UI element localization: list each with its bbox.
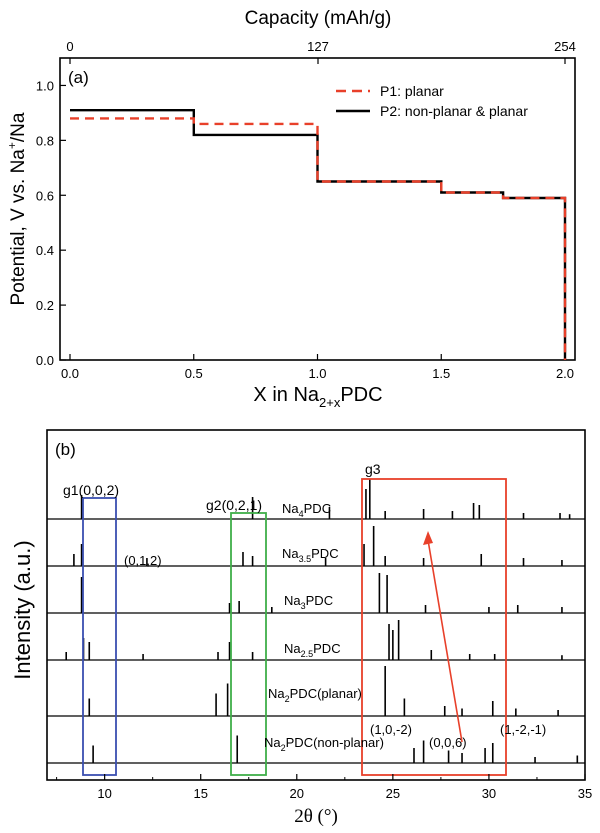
y-tick-label-a-4: 0.8: [36, 133, 54, 148]
x-tick-label-b-2: 20: [290, 786, 304, 801]
pattern-labels: Na4PDC Na3.5PDC Na3PDC Na2.5PDC Na2PDC(p…: [264, 501, 384, 753]
y-axis-title-a-main: Potential, V vs. Na: [8, 149, 29, 306]
top-tick-label-0: 0: [66, 39, 73, 54]
y-tick-label-a-1: 0.2: [36, 298, 54, 313]
y-tick-label-a-5: 1.0: [36, 78, 54, 93]
y-tick-label-a-3: 0.6: [36, 188, 54, 203]
y-axis-title-b: Intensity (a.u.): [10, 540, 35, 679]
box-g2: [230, 512, 267, 776]
pattern-4: [47, 666, 585, 717]
pattern-label-4: Na2PDC(planar): [268, 686, 362, 704]
series-line-p1: [70, 117, 567, 360]
x-tick-label-a-4: 2.0: [556, 366, 574, 381]
series-a: [70, 108, 567, 360]
top-tick-marks: [69, 58, 566, 64]
x-tick-label-b-4: 30: [482, 786, 496, 801]
pattern-label-0: Na4PDC: [282, 501, 331, 519]
y-ticks-a: 0.0 0.2 0.4 0.6 0.8 1.0: [36, 78, 66, 368]
x-tick-label-a-1: 0.5: [185, 366, 203, 381]
pattern-1: [47, 526, 585, 567]
box-g1: [82, 497, 117, 776]
x-tick-label-b-0: 10: [97, 786, 111, 801]
x-tick-label-a-0: 0.0: [61, 366, 79, 381]
top-axis-title: Capacity (mAh/g): [245, 8, 392, 29]
y-axis-title-a-sup: +: [5, 142, 19, 149]
annotation-006: (0,0,6): [429, 735, 467, 750]
top-tick-label-1: 127: [307, 39, 329, 54]
x-tick-label-a-3: 1.5: [432, 366, 450, 381]
xrd-patterns: [47, 479, 585, 764]
y-tick-label-a-2: 0.4: [36, 243, 54, 258]
x-tick-label-b-3: 25: [386, 786, 400, 801]
x-axis-title-a-main: X in Na: [253, 384, 319, 406]
annotation-012: (0,1,2): [124, 553, 162, 568]
pattern-5: [47, 735, 585, 764]
x-tick-label-b-5: 35: [578, 786, 592, 801]
x-tick-label-a-2: 1.0: [308, 366, 326, 381]
x-ticks-a: 0.0 0.5 1.0 1.5 2.0: [61, 354, 574, 381]
top-tick-label-2: 254: [554, 39, 576, 54]
legend-label-p2: P2: non-planar & planar: [380, 103, 528, 119]
box-g3-label: g3: [365, 461, 381, 477]
plot-b-frame: [46, 429, 586, 781]
shift-arrow: [423, 531, 463, 743]
panel-b: (b) g1(0,0,2) g2(0,2,1) g3 Na4PDC Na3.5P…: [10, 429, 592, 827]
top-tick-labels: 0 127 254: [66, 39, 575, 54]
box-g1-label: g1(0,0,2): [63, 482, 119, 498]
pattern-2: [47, 573, 585, 614]
x-axis-title-a-tail: PDC: [340, 384, 382, 406]
x-ticks-b: 10 15 20 25 30 35: [56, 774, 592, 801]
legend-label-p1: P1: planar: [380, 83, 444, 99]
pattern-label-1: Na3.5PDC: [282, 546, 339, 564]
pattern-label-3: Na2.5PDC: [284, 641, 341, 659]
box-g3: [361, 478, 507, 776]
highlight-boxes: [82, 478, 507, 776]
pattern-label-5: Na2PDC(non-planar): [264, 735, 384, 753]
annotation-1m2m1: (1,-2,-1): [500, 722, 546, 737]
annotation-10m2: (1,0,-2): [370, 722, 412, 737]
y-tick-label-a-0: 0.0: [36, 353, 54, 368]
pattern-0: [47, 479, 585, 520]
y-axis-title-a-tail: /Na: [8, 112, 29, 142]
panel-a: Capacity (mAh/g) 0 127 254 (a) 0.0 0.5 1.0…: [5, 8, 576, 410]
legend-a: P1: planar P2: non-planar & planar: [336, 83, 528, 119]
y-axis-title-a: Potential, V vs. Na+/Na: [5, 112, 29, 305]
pattern-label-2: Na3PDC: [284, 593, 333, 611]
x-axis-title-a: X in Na2+xPDC: [253, 384, 382, 410]
x-axis-title-b: 2θ (°): [294, 806, 338, 827]
panel-a-label: (a): [68, 68, 89, 87]
x-axis-title-a-sub: 2+x: [319, 395, 341, 410]
x-tick-label-b-1: 15: [193, 786, 207, 801]
box-g2-label: g2(0,2,1): [206, 497, 262, 513]
panel-b-label: (b): [55, 440, 76, 459]
